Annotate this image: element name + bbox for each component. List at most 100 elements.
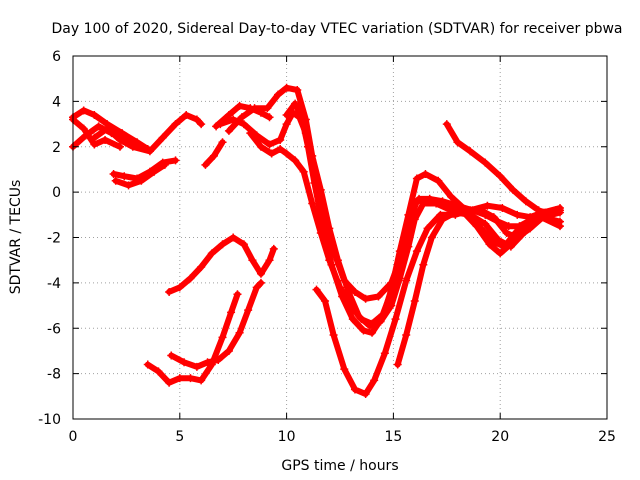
series-track-18 [167, 278, 265, 371]
data-point-marker [197, 120, 206, 129]
data-point-marker [556, 222, 565, 231]
data-point-marker [321, 297, 330, 306]
data-point-marker [175, 283, 184, 292]
data-point-marker [534, 206, 543, 215]
data-point-marker [387, 285, 396, 294]
data-point-marker [506, 242, 515, 251]
series-line [166, 234, 277, 295]
data-point-marker [509, 185, 518, 194]
data-point-marker [233, 290, 242, 299]
data-point-marker [380, 349, 389, 358]
data-point-marker [201, 160, 210, 169]
y-tick-label: 0 [52, 185, 61, 201]
data-point-marker [303, 142, 312, 151]
data-point-marker [282, 120, 291, 129]
data-point-marker [137, 176, 146, 185]
data-point-marker [171, 156, 180, 165]
data-point-marker [214, 356, 223, 365]
data-point-marker [282, 83, 291, 92]
data-point-marker [248, 256, 257, 265]
data-point-marker [145, 147, 154, 156]
data-point-marker [434, 176, 443, 185]
data-point-marker [167, 351, 176, 360]
data-point-marker [207, 249, 216, 258]
data-point-marker [517, 231, 526, 240]
data-point-marker [410, 297, 419, 306]
data-point-marker [511, 228, 520, 237]
data-point-marker [481, 158, 490, 167]
data-point-marker [440, 199, 449, 208]
data-point-marker [402, 331, 411, 340]
x-tick-label: 0 [69, 429, 78, 445]
series-track-9 [216, 108, 562, 303]
data-point-marker [265, 113, 274, 122]
data-point-marker [402, 276, 411, 285]
data-point-marker [94, 122, 103, 131]
y-tick-label: 6 [52, 49, 61, 65]
data-point-marker [263, 104, 272, 113]
y-tick-label: 4 [52, 94, 61, 110]
data-point-marker [348, 315, 357, 324]
data-point-marker [391, 315, 400, 324]
data-point-marker [310, 179, 319, 188]
x-axis-title: GPS time / hours [281, 458, 398, 474]
data-point-marker [269, 244, 278, 253]
data-point-marker [171, 120, 180, 129]
data-point-marker [368, 328, 377, 337]
data-point-marker [186, 274, 195, 283]
data-point-marker [291, 99, 300, 108]
data-point-marker [256, 278, 265, 287]
data-point-marker [227, 308, 236, 317]
series-line [443, 121, 563, 218]
data-point-marker [438, 215, 447, 224]
data-point-marker [338, 292, 347, 301]
data-point-marker [378, 312, 387, 321]
data-point-marker [239, 240, 248, 249]
data-point-marker [186, 374, 195, 383]
series-track-7 [201, 138, 227, 169]
data-point-marker [308, 199, 317, 208]
data-point-marker [276, 135, 285, 144]
data-point-marker [224, 126, 233, 135]
data-point-marker [476, 224, 485, 233]
data-point-marker [442, 120, 451, 129]
data-point-marker [350, 385, 359, 394]
data-point-marker [203, 358, 212, 367]
series-layer [69, 83, 565, 399]
data-point-marker [299, 167, 308, 176]
data-point-marker [404, 210, 413, 219]
data-point-marker [297, 113, 306, 122]
x-tick-label: 20 [491, 429, 509, 445]
data-point-marker [143, 360, 152, 369]
data-point-marker [521, 197, 530, 206]
data-point-marker [165, 378, 174, 387]
data-point-marker [412, 247, 421, 256]
data-point-marker [197, 376, 206, 385]
y-axis-title: SDTVAR / TECUs [8, 180, 24, 295]
data-point-marker [421, 169, 430, 178]
series-line [217, 109, 561, 302]
data-point-marker [111, 176, 120, 185]
data-point-marker [224, 110, 233, 119]
data-point-marker [412, 174, 421, 183]
data-point-marker [502, 228, 511, 237]
data-point-marker [224, 346, 233, 355]
y-tick-label: -8 [47, 367, 61, 383]
data-point-marker [103, 124, 112, 133]
data-point-marker [293, 86, 302, 95]
x-tick-label: 15 [384, 429, 402, 445]
data-point-marker [498, 204, 507, 213]
series-track-10 [224, 83, 565, 330]
data-point-marker [154, 367, 163, 376]
data-point-marker [79, 124, 88, 133]
chart-title: Day 100 of 2020, Sidereal Day-to-day VTE… [51, 21, 622, 37]
data-point-marker [216, 120, 225, 129]
data-point-marker [265, 140, 274, 149]
data-point-marker [252, 283, 261, 292]
series-track-4 [90, 110, 206, 156]
y-tick-label: 2 [52, 140, 61, 156]
data-point-marker [312, 285, 321, 294]
data-point-marker [329, 331, 338, 340]
data-point-marker [115, 135, 124, 144]
